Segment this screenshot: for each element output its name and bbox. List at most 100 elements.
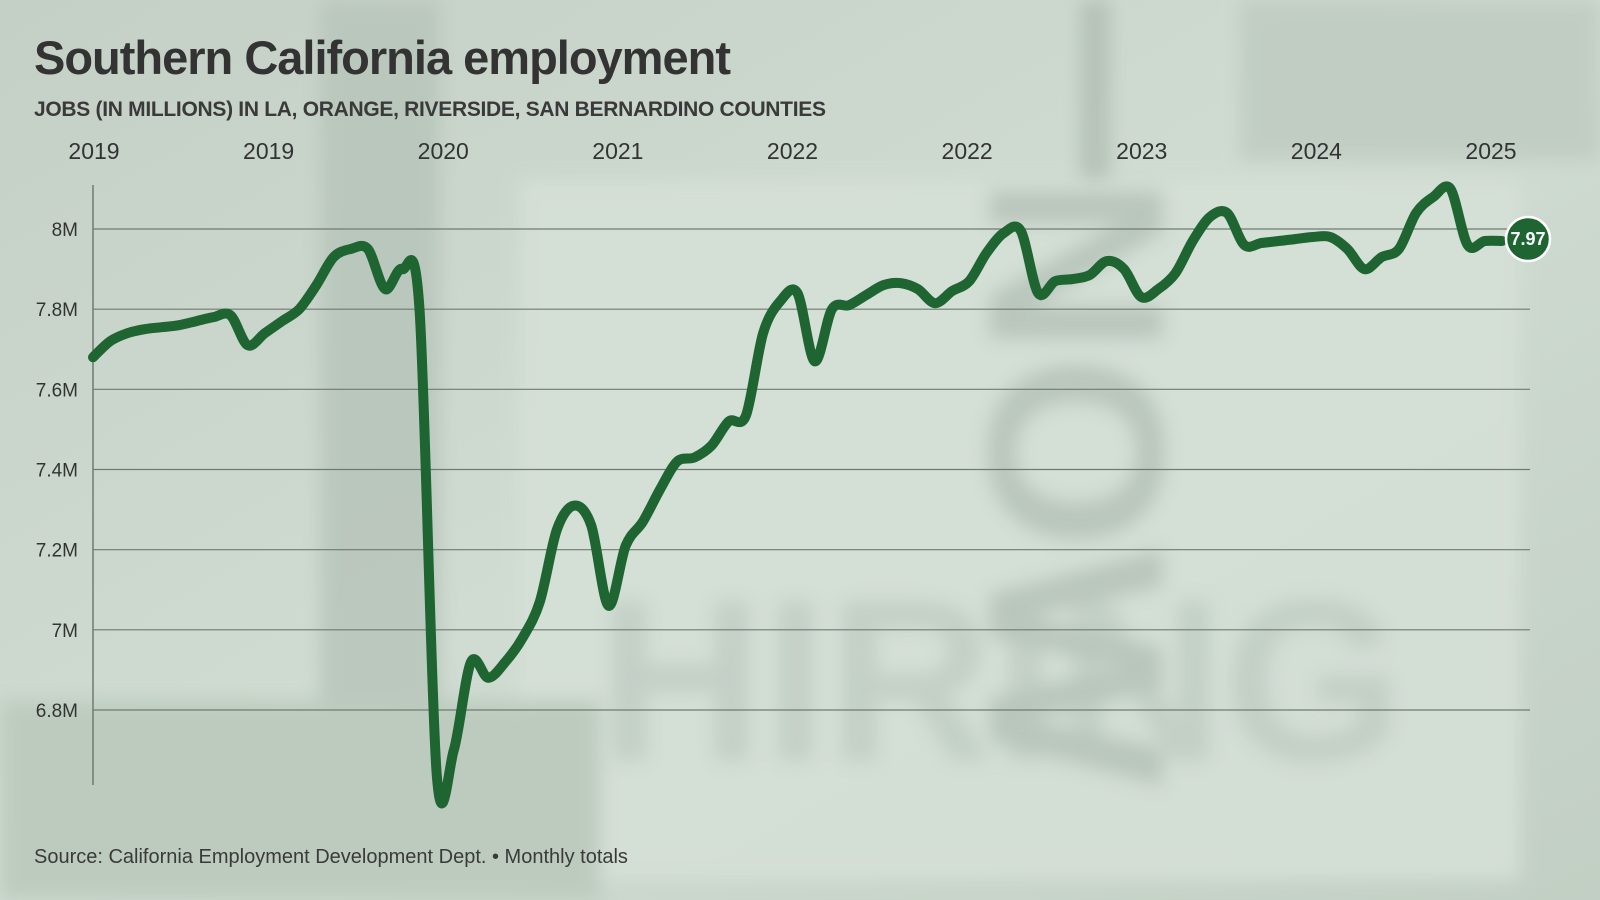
- data-point: [1053, 279, 1058, 284]
- data-point: [1379, 255, 1384, 260]
- data-point: [898, 281, 903, 286]
- data-point: [537, 599, 542, 604]
- x-tick-label: 2020: [418, 138, 469, 164]
- data-point: [451, 748, 456, 753]
- data-point: [1448, 186, 1453, 191]
- data-point: [280, 319, 284, 324]
- data-point: [1311, 235, 1315, 239]
- data-point: [108, 339, 113, 344]
- x-tick-label: 2019: [68, 138, 119, 164]
- y-tick-label: 7.6M: [36, 380, 78, 401]
- x-tick-label: 2025: [1465, 138, 1516, 164]
- data-point: [1482, 239, 1487, 243]
- data-point: [1207, 215, 1212, 219]
- data-point: [847, 303, 851, 308]
- data-point: [194, 319, 199, 324]
- x-tick-label: 2022: [942, 138, 993, 164]
- data-point: [1431, 194, 1436, 199]
- data-point: [1173, 271, 1178, 276]
- data-point: [228, 313, 233, 318]
- data-point: [1070, 277, 1075, 282]
- x-tick-label: 2021: [592, 138, 643, 164]
- data-point: [1276, 239, 1281, 243]
- data-point: [91, 355, 95, 360]
- data-point: [658, 487, 662, 492]
- chart-subtitle: JOBS (IN MILLIONS) IN LA, ORANGE, RIVERS…: [34, 98, 826, 121]
- data-point: [1036, 291, 1041, 296]
- data-point: [589, 523, 594, 528]
- data-point: [1018, 229, 1023, 233]
- data-point: [1190, 239, 1195, 243]
- end-value-label: 7.97: [1510, 229, 1545, 249]
- data-point: [520, 635, 525, 640]
- data-point: [1414, 211, 1419, 215]
- data-point: [1001, 231, 1006, 235]
- source-note: Source: California Employment Developmen…: [34, 846, 628, 868]
- x-tick-label: 2019: [243, 138, 294, 164]
- data-point: [331, 255, 336, 260]
- y-tick-label: 6.8M: [36, 701, 78, 722]
- y-tick-label: 7.8M: [36, 300, 78, 321]
- data-points: [91, 186, 1504, 777]
- y-tick-labels: 6.8M 7M 7.2M 7.4M 7.6M 7.8M 8M: [36, 220, 78, 722]
- data-point: [1500, 239, 1504, 243]
- data-point: [640, 519, 645, 524]
- data-point: [469, 659, 473, 664]
- x-tick-labels: 2019 2019 2020 2021 2022 2022 2023 2024 2025: [68, 138, 1516, 164]
- data-point: [176, 323, 181, 328]
- data-point: [675, 459, 680, 464]
- data-point: [1104, 259, 1109, 264]
- data-point: [262, 331, 267, 336]
- data-point: [365, 247, 370, 251]
- x-tick-label: 2023: [1116, 138, 1167, 164]
- gridlines: [93, 228, 1530, 711]
- data-point: [503, 659, 508, 664]
- data-point: [314, 283, 319, 288]
- data-point: [623, 543, 628, 548]
- data-point: [950, 289, 955, 294]
- series-line: [88, 181, 1507, 809]
- data-point: [1328, 235, 1333, 239]
- data-point: [400, 267, 405, 272]
- data-point: [1156, 287, 1161, 292]
- x-tick-label: 2022: [767, 138, 818, 164]
- end-value-circle: [1504, 215, 1552, 263]
- data-point: [692, 455, 697, 460]
- y-tick-label: 8M: [52, 220, 78, 241]
- data-point: [1345, 247, 1350, 251]
- data-point: [1362, 267, 1367, 272]
- data-point: [159, 325, 164, 330]
- data-point: [125, 331, 130, 336]
- data-point: [984, 251, 989, 255]
- y-tick-label: 7.4M: [36, 461, 78, 482]
- data-point: [967, 279, 972, 284]
- x-tick-label: 2024: [1291, 138, 1342, 164]
- data-point: [933, 301, 937, 306]
- data-point: [1465, 243, 1470, 247]
- data-point: [1122, 267, 1126, 272]
- data-point: [417, 307, 422, 312]
- chart-title: Southern California employment: [34, 31, 731, 84]
- data-point: [1259, 241, 1264, 245]
- data-point: [1225, 211, 1230, 215]
- data-point: [812, 359, 817, 364]
- data-point: [1293, 237, 1298, 241]
- data-point: [709, 443, 714, 448]
- end-value-marker: 7.97: [1504, 215, 1552, 263]
- data-point: [297, 307, 302, 312]
- svg-text:HIRING: HIRING: [598, 552, 1403, 809]
- data-point: [744, 413, 748, 418]
- data-point: [348, 247, 353, 251]
- data-point: [1087, 273, 1092, 278]
- data-point: [829, 307, 834, 312]
- y-tick-label: 7.2M: [36, 541, 78, 562]
- data-point: [761, 331, 766, 336]
- data-point: [864, 293, 869, 298]
- data-point: [1396, 247, 1401, 251]
- y-tick-label: 7M: [52, 621, 78, 642]
- data-point: [1139, 295, 1144, 300]
- data-point: [245, 343, 250, 348]
- data-point: [434, 772, 439, 777]
- data-point: [383, 287, 388, 292]
